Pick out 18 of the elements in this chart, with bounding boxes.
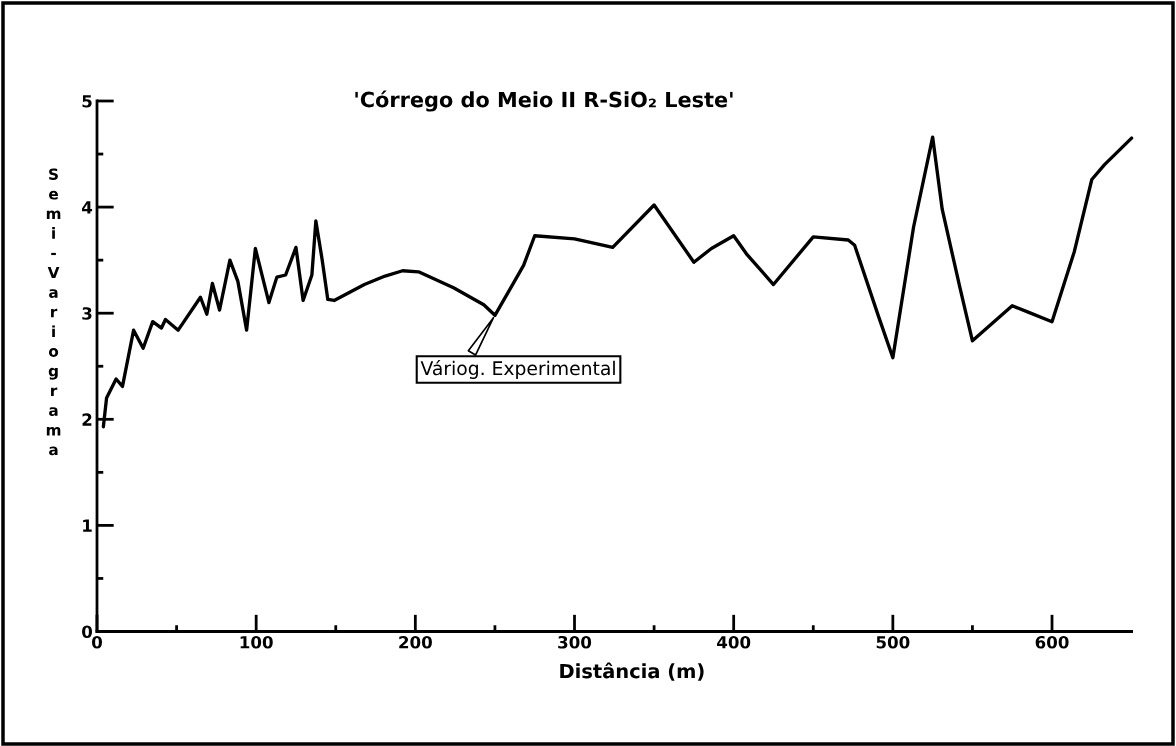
y-tick-label: 2: [82, 413, 92, 426]
y-tick-label: 3: [82, 307, 92, 320]
text: Semi-Variograma: [46, 168, 61, 456]
x-tick-label: 200: [399, 635, 432, 649]
y-tick-label: 0: [82, 625, 93, 639]
x-tick-label: 100: [240, 635, 273, 649]
x-tick-label: 0: [92, 635, 102, 649]
x-axis-title: Distância (m): [560, 662, 704, 681]
y-tick-label: 1: [83, 519, 92, 532]
y-tick-label: 4: [81, 201, 93, 214]
chart-title: 'Córrego do Meio II R-SiO₂ Leste': [355, 90, 733, 112]
y-tick-label: 5: [82, 95, 92, 108]
x-tick-label: 400: [717, 635, 751, 649]
x-tick-label: 300: [558, 635, 592, 649]
line-series: [101, 135, 1134, 429]
x-tick-label: 500: [876, 635, 910, 649]
x-tick-label: 600: [1035, 635, 1069, 649]
annotation: Váriog. Experimental: [420, 360, 615, 379]
